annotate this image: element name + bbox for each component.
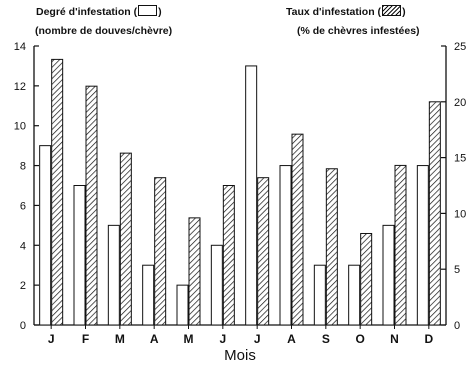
left-tick-label: 12: [14, 81, 26, 93]
x-category-label: D: [424, 332, 433, 346]
left-tick-label: 0: [20, 320, 26, 332]
bar-infestation-rate: [51, 58, 64, 326]
right-tick-label: 0: [454, 320, 460, 332]
left-tick-label: 2: [20, 280, 26, 292]
bar-infestation-degree: [210, 244, 223, 326]
x-axis-label: Mois: [224, 347, 256, 364]
left-legend-title: Degré d'infestation (): [36, 5, 162, 18]
bar-infestation-degree: [416, 165, 429, 326]
white-bar-swatch-icon: [138, 5, 158, 16]
right-legend-title-suffix: ): [402, 6, 406, 18]
bar-infestation-rate: [360, 232, 373, 326]
left-tick-label: 10: [14, 121, 26, 133]
hatched-bar-swatch-icon: [382, 5, 402, 16]
x-category-label: A: [287, 332, 296, 346]
bar-infestation-degree: [142, 264, 155, 326]
bar-infestation-rate: [291, 133, 304, 326]
left-tick-label: 6: [20, 200, 26, 212]
bar-infestation-degree: [107, 224, 120, 326]
x-category-label: O: [355, 332, 364, 346]
x-category-label: J: [254, 332, 261, 346]
bar-infestation-degree: [313, 264, 326, 326]
right-tick-label: 10: [454, 208, 466, 220]
bar-infestation-rate: [119, 152, 132, 326]
bar-infestation-degree: [176, 284, 189, 326]
x-category-label: M: [184, 332, 194, 346]
right-tick-label: 25: [454, 41, 466, 53]
right-tick-label: 20: [454, 97, 466, 109]
left-legend-title-suffix: ): [158, 6, 162, 18]
right-tick-label: 15: [454, 153, 466, 165]
bar-infestation-rate: [85, 85, 98, 326]
bar-infestation-degree: [39, 145, 52, 326]
left-tick-label: 4: [20, 240, 26, 252]
bar-infestation-degree: [348, 264, 361, 326]
x-category-label: M: [115, 332, 125, 346]
right-legend-title-prefix: Taux d'infestation (: [286, 6, 382, 18]
left-tick-label: 14: [14, 41, 26, 53]
left-legend-subtitle: (nombre de douves/chèvre): [35, 25, 173, 37]
x-category-label: J: [48, 332, 55, 346]
bar-infestation-degree: [279, 165, 292, 326]
bar-infestation-rate: [222, 185, 235, 326]
x-category-label: F: [82, 332, 89, 346]
x-category-label: N: [390, 332, 399, 346]
bar-infestation-rate: [428, 101, 441, 326]
bar-infestation-rate: [188, 217, 201, 326]
bar-infestation-degree: [382, 224, 395, 326]
x-category-label: S: [322, 332, 330, 346]
x-category-label: A: [150, 332, 159, 346]
bar-infestation-degree: [73, 185, 86, 326]
bar-infestation-rate: [325, 168, 338, 326]
left-tick-label: 8: [20, 161, 26, 173]
bar-infestation-degree: [245, 65, 258, 326]
x-category-label: J: [219, 332, 226, 346]
left-legend-title-prefix: Degré d'infestation (: [36, 6, 138, 18]
bar-infestation-rate: [394, 164, 407, 326]
right-legend-title: Taux d'infestation (): [286, 5, 406, 18]
bar-infestation-rate: [257, 177, 270, 326]
right-tick-label: 5: [454, 264, 460, 276]
bar-infestation-rate: [154, 177, 167, 326]
right-legend-subtitle: (% de chèvres infestées): [297, 25, 420, 37]
